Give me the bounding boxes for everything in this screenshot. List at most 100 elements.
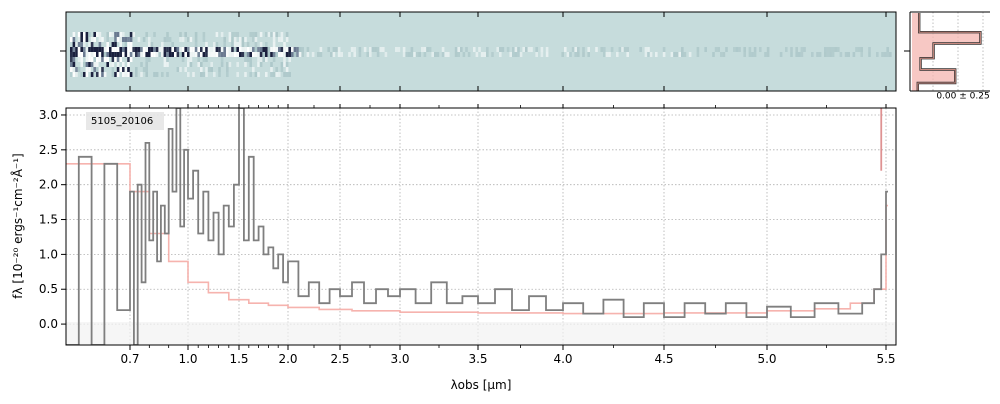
twod-pixel — [246, 57, 250, 62]
twod-pixel — [161, 52, 164, 57]
uncertainty-series — [66, 163, 888, 315]
twod-pixel — [166, 47, 169, 52]
twod-pixel — [244, 62, 247, 67]
twod-pixel — [779, 52, 783, 57]
twod-pixel — [122, 37, 125, 42]
twod-pixel — [655, 52, 658, 57]
twod-pixel — [72, 72, 76, 77]
twod-pixel — [844, 52, 848, 57]
twod-pixel — [514, 47, 518, 52]
twod-pixel — [155, 72, 159, 77]
twod-pixel — [254, 47, 258, 52]
twod-pixel — [280, 32, 284, 37]
twod-pixel — [319, 52, 323, 57]
twod-pixel — [696, 52, 700, 57]
twod-pixel — [194, 47, 198, 52]
twod-pixel — [93, 47, 96, 52]
twod-pixel — [395, 47, 398, 52]
twod-pixel — [228, 47, 232, 52]
twod-pixel — [187, 52, 190, 57]
twod-pixel — [223, 42, 226, 47]
twod-pixel — [681, 47, 684, 52]
twod-pixel — [75, 67, 78, 72]
profile-curves — [912, 13, 982, 91]
twod-pixel — [824, 52, 827, 57]
twod-pixel — [200, 47, 203, 52]
twod-pixel — [129, 47, 133, 52]
twod-pixel — [280, 67, 284, 72]
twod-pixel — [98, 32, 102, 37]
twod-pixel — [129, 32, 133, 37]
twod-pixel — [574, 47, 577, 52]
twod-pixel — [181, 47, 185, 52]
twod-pixel — [103, 52, 107, 57]
twod-pixel — [860, 47, 863, 52]
twod-pixel — [288, 57, 291, 62]
twod-pixel — [748, 47, 752, 52]
twod-pixel — [129, 57, 133, 62]
twod-pixel — [272, 52, 276, 57]
twod-pixel — [70, 52, 73, 57]
twod-pixel — [764, 52, 767, 57]
twod-pixel — [626, 52, 629, 57]
twod-pixel — [540, 47, 544, 52]
twod-pixel — [327, 47, 330, 52]
twod-pixel — [785, 47, 788, 52]
twod-pixel — [478, 47, 481, 52]
twod-pixel — [207, 52, 211, 57]
twod-pixel — [257, 62, 260, 67]
twod-pixel — [150, 47, 154, 52]
twod-pixel — [434, 52, 437, 57]
twod-pixel — [181, 52, 185, 57]
twod-pixel — [512, 52, 515, 57]
twod-pixel — [220, 32, 224, 37]
twod-pixel — [296, 47, 299, 52]
twod-pixel — [826, 52, 830, 57]
twod-pixel — [202, 32, 206, 37]
twod-pixel — [335, 47, 338, 52]
twod-pixel — [743, 52, 746, 57]
twod-pixel — [161, 47, 164, 52]
twod-pixel — [545, 47, 549, 52]
twod-pixel — [644, 47, 648, 52]
twod-pixel — [262, 52, 265, 57]
twod-pixel — [179, 52, 182, 57]
twod-pixel — [202, 72, 206, 77]
twod-pixel — [205, 52, 208, 57]
twod-pixel — [285, 72, 289, 77]
twod-pixel — [233, 47, 237, 52]
twod-pixel — [72, 57, 76, 62]
twod-pixel — [766, 52, 770, 57]
twod-pixel — [298, 47, 302, 52]
twod-pixel — [278, 52, 281, 57]
twod-pixel — [317, 52, 320, 57]
twod-pixel — [852, 52, 856, 57]
profile-model-line — [917, 13, 981, 91]
twod-pixel — [509, 52, 512, 57]
twod-pixel — [163, 62, 167, 67]
twod-pixel — [88, 32, 91, 37]
twod-pixel — [213, 52, 216, 57]
twod-pixel — [72, 37, 76, 42]
twod-pixel — [116, 47, 120, 52]
twod-pixel — [98, 57, 102, 62]
twod-pixel — [241, 37, 245, 42]
twod-pixel — [340, 52, 343, 57]
x-tick-label: 5.5 — [876, 352, 895, 366]
twod-pixel — [70, 47, 73, 52]
y-tick-label: 0.5 — [39, 282, 58, 296]
twod-pixel — [189, 52, 193, 57]
twod-pixel — [106, 47, 109, 52]
twod-pixel — [831, 47, 835, 52]
main-panel: 0.7 1.0 1.5 2.0 2.5 3.0 3.5 4.0 4.5 5.0 5.5 0.0 0.5 1… — [10, 104, 897, 392]
twod-pixel — [148, 37, 151, 42]
twod-pixel — [174, 52, 177, 57]
twod-pixel — [93, 62, 96, 67]
twod-pixel — [205, 42, 208, 47]
twod-pixel — [166, 62, 169, 67]
twod-pixel — [423, 47, 427, 52]
twod-pixel — [158, 47, 161, 52]
twod-pixel — [176, 52, 180, 57]
twod-pixel — [857, 47, 861, 52]
twod-pixel — [90, 62, 94, 67]
